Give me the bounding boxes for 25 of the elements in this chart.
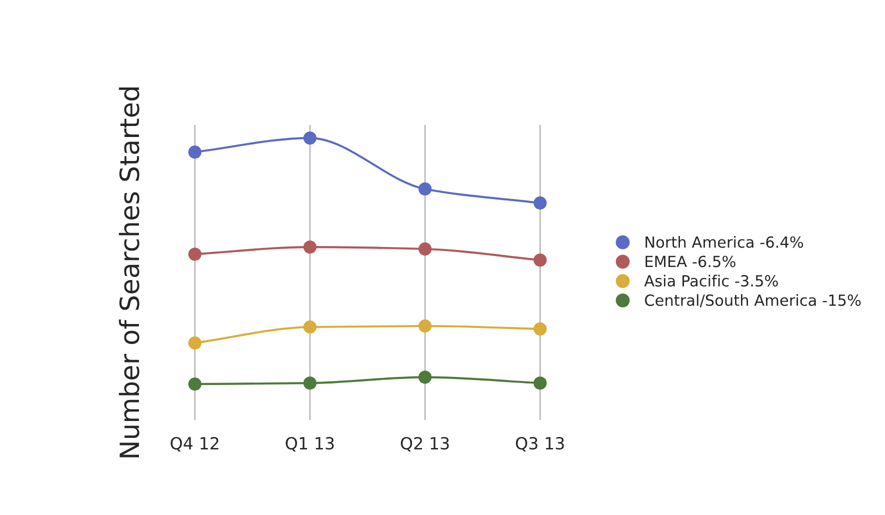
point xyxy=(303,240,317,254)
point xyxy=(418,182,432,196)
legend-label: Asia Pacific -3.5% xyxy=(644,274,778,287)
x-tick-label: Q2 13 xyxy=(400,436,449,452)
legend-label: North America -6.4% xyxy=(646,236,804,248)
point xyxy=(534,322,547,336)
point xyxy=(534,196,547,210)
legend-label: EMEA -6.5% xyxy=(646,256,736,268)
point xyxy=(188,145,202,159)
point xyxy=(418,319,432,333)
point xyxy=(188,336,202,350)
point xyxy=(303,131,317,145)
point xyxy=(534,253,547,267)
point xyxy=(303,376,317,390)
y-axis-title: Number of Searches Started xyxy=(118,88,140,458)
legend-label: Central/South America -15% xyxy=(644,294,861,308)
point xyxy=(188,248,202,261)
x-tick-label: Q3 13 xyxy=(516,436,564,452)
point xyxy=(534,376,547,390)
point xyxy=(188,377,202,391)
point xyxy=(418,370,432,384)
point xyxy=(418,242,432,256)
x-tick-label: Q4 12 xyxy=(170,436,218,452)
point xyxy=(303,320,317,334)
x-tick-label: Q1 13 xyxy=(286,436,334,452)
